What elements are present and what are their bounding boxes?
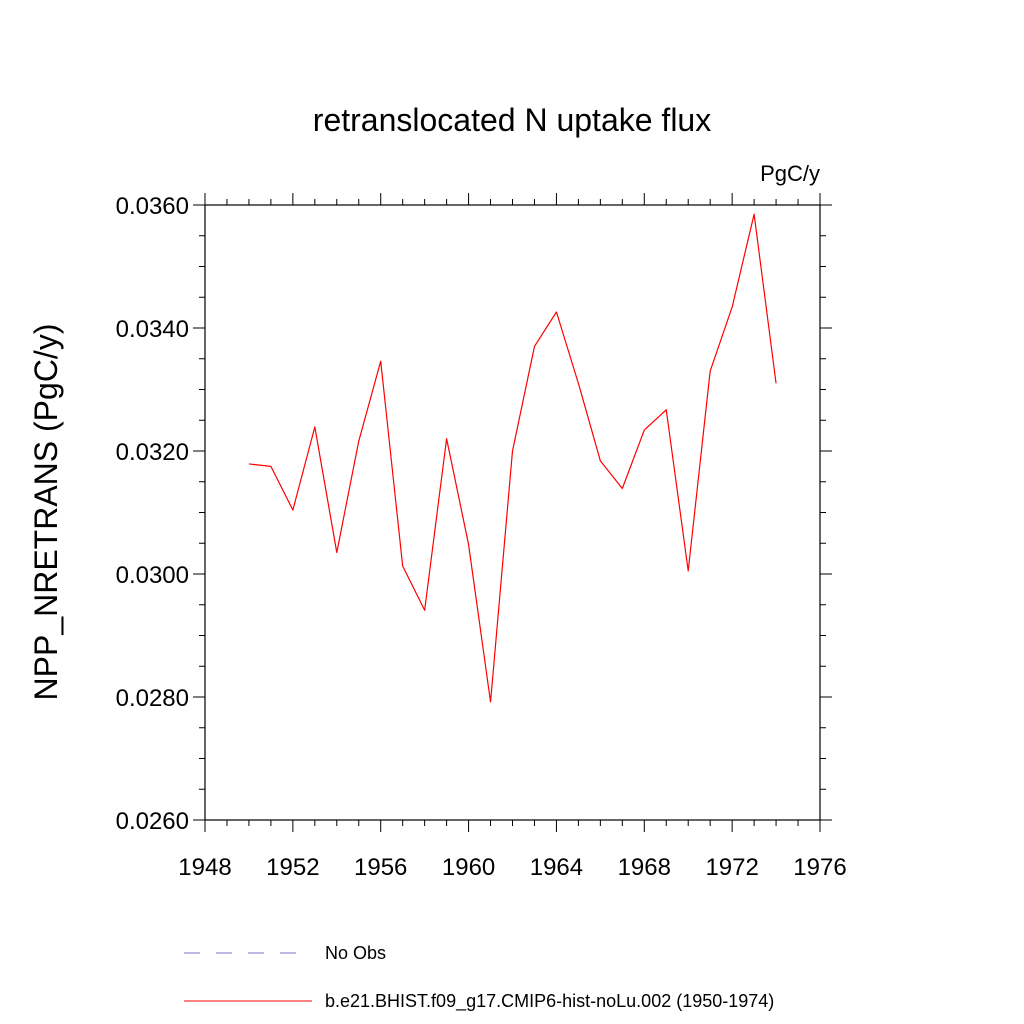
x-tick-label: 1976 [793,854,846,881]
x-tick-label: 1956 [354,854,407,881]
y-tick-label: 0.0300 [116,562,189,589]
legend-entry: b.e21.BHIST.f09_g17.CMIP6-hist-noLu.002 … [325,991,774,1012]
chart-title: retranslocated N uptake flux [313,102,711,138]
y-tick-label: 0.0260 [116,808,189,835]
series-lines [248,213,777,703]
x-tick-label: 1952 [266,854,319,881]
y-tick-label: 0.0340 [116,316,189,343]
x-tick-label: 1968 [618,854,671,881]
plot-frame [204,204,821,821]
series-line-1 [248,213,777,703]
x-tick-label: 1972 [705,854,758,881]
y-tick-label: 0.0360 [116,193,189,220]
y-axis-label: NPP_NRETRANS (PgC/y) [28,324,64,701]
tick-labels: 1948 1952 1956 1960 1964 1968 1972 1976 0.0260 0.… [116,193,847,881]
x-tick-label: 1948 [178,854,231,881]
y-tick-label: 0.0320 [116,439,189,466]
legend-entry: No Obs [325,943,386,963]
x-tick-label: 1960 [442,854,495,881]
x-tick-label: 1964 [530,854,583,881]
legend: No Obs b.e21.BHIST.f09_g17.CMIP6-hist-noL… [184,943,774,1012]
y-tick-label: 0.0280 [116,685,189,712]
units-label: PgC/y [760,161,820,186]
axis-ticks [193,193,832,832]
